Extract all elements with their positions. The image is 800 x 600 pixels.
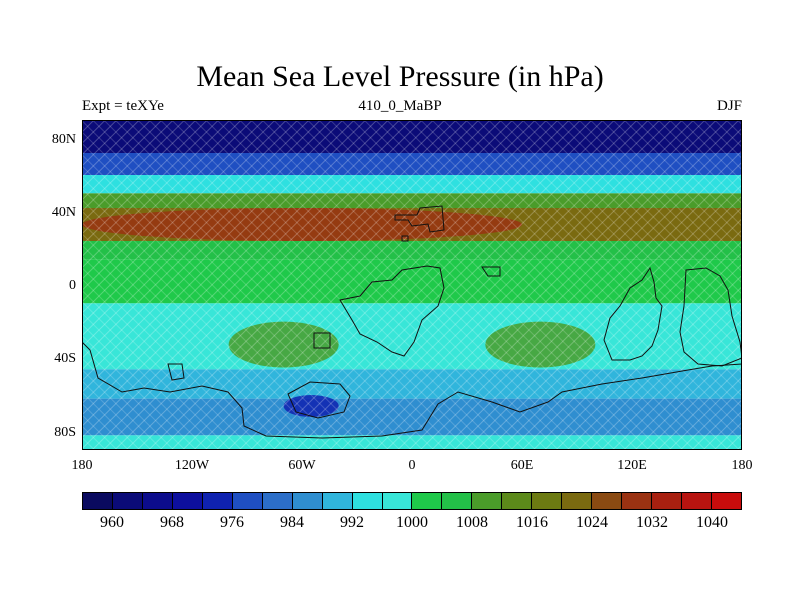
experiment-label: Expt = teXYe (82, 98, 164, 114)
colorbar-swatch (202, 493, 233, 509)
dither-overlay (82, 120, 742, 450)
coastline-south-low (287, 381, 351, 419)
colorbar-label: 1016 (516, 514, 548, 531)
colorbar-swatch (142, 493, 173, 509)
colorbar-label: 984 (280, 514, 304, 531)
colorbar-swatch (83, 493, 113, 509)
colorbar-swatch (292, 493, 323, 509)
colorbar-swatch (622, 493, 653, 509)
colorbar-swatch (502, 493, 533, 509)
lon-label-120w: 120W (174, 458, 210, 473)
colorbar-label: 968 (160, 514, 184, 531)
colorbar-swatch (592, 493, 623, 509)
colorbar-swatch (352, 493, 383, 509)
colorbar-label: 1024 (576, 514, 608, 531)
lat-label-40s: 40S (54, 351, 76, 366)
lat-label-40n: 40N (51, 205, 76, 220)
lon-label-180e: 180 (731, 458, 753, 473)
colorbar-swatch (682, 493, 713, 509)
season-label: DJF (716, 98, 742, 114)
coastline-small-island-b (167, 363, 185, 381)
colorbar-label: 976 (220, 514, 244, 531)
colorbar-swatch (442, 493, 473, 509)
colorbar-swatch (532, 493, 563, 509)
colorbar-label: 960 (100, 514, 124, 531)
pressure-map (82, 120, 742, 450)
colorbar-swatch (112, 493, 143, 509)
coastline-antarctic (82, 341, 742, 439)
continent-outlines (82, 205, 742, 439)
colorbar-swatch (652, 493, 683, 509)
colorbar-swatch (232, 493, 263, 509)
coastline-small-island-a (313, 332, 331, 349)
period-label: 410_0_MaBP (358, 98, 442, 114)
coastline-island-1 (401, 235, 409, 242)
lat-label-80s: 80S (54, 425, 76, 440)
coastline-island-2 (481, 266, 501, 277)
lon-label-180w: 180 (71, 458, 93, 473)
colorbar (82, 492, 742, 510)
lon-label-0: 0 (408, 458, 416, 473)
colorbar-label: 1008 (456, 514, 488, 531)
coastline-east-landmass (603, 266, 663, 361)
map-title: Mean Sea Level Pressure (in hPa) (196, 60, 604, 93)
colorbar-swatch (412, 493, 443, 509)
lon-label-120e: 120E (617, 458, 647, 473)
colorbar-label: 992 (340, 514, 364, 531)
colorbar-swatch (712, 493, 741, 509)
colorbar-label: 1032 (636, 514, 668, 531)
lat-label-80n: 80N (51, 132, 76, 147)
lat-label-0: 0 (69, 278, 76, 293)
colorbar-swatch (172, 493, 203, 509)
coastline-africa-south (339, 265, 445, 357)
colorbar-swatch (322, 493, 353, 509)
colorbar-swatch (382, 493, 413, 509)
colorbar-swatch (472, 493, 503, 509)
coastline-far-east (679, 267, 742, 367)
colorbar-label: 1040 (696, 514, 728, 531)
coastline-north-block (394, 205, 445, 233)
colorbar-label: 1000 (396, 514, 428, 531)
pressure-map-svg (82, 120, 742, 450)
lon-label-60w: 60W (288, 458, 316, 473)
colorbar-swatch (262, 493, 293, 509)
colorbar-swatch (562, 493, 593, 509)
lon-label-60e: 60E (510, 458, 534, 473)
